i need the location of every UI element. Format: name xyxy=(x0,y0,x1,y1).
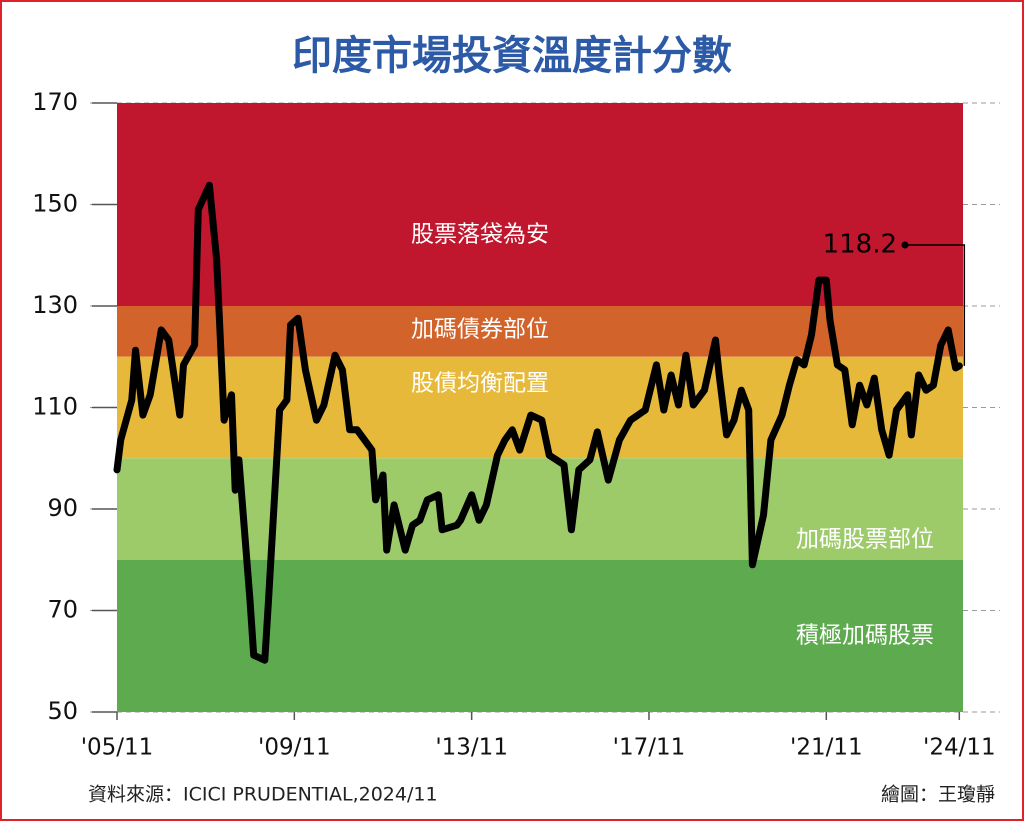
zone xyxy=(117,103,963,306)
zone-label: 股票落袋為安 xyxy=(411,222,549,248)
y-tick-label: 90 xyxy=(47,494,78,522)
y-tick-label: 110 xyxy=(32,393,78,421)
credit: 繪圖：王瓊靜 xyxy=(881,784,995,806)
x-tick-label: '21/11 xyxy=(790,735,863,761)
zone xyxy=(117,559,963,712)
annotation: 118.2 xyxy=(823,230,897,260)
x-tick-label: '24/11 xyxy=(923,735,996,761)
x-tick-label: '09/11 xyxy=(258,735,331,761)
zone xyxy=(117,458,963,560)
callout-line xyxy=(905,244,966,366)
zone-label: 股債均衡配置 xyxy=(411,371,549,397)
y-tick-label: 50 xyxy=(47,697,78,725)
line xyxy=(113,181,963,664)
callout-dot xyxy=(901,241,909,249)
y-tick-label: 130 xyxy=(32,291,78,319)
zone-label: 積極加碼股票 xyxy=(796,623,934,649)
chart-title: 印度市場投資溫度計分數 xyxy=(292,33,732,79)
zone xyxy=(117,356,963,459)
y-tick-label: 170 xyxy=(32,88,78,116)
y-tick-label: 150 xyxy=(32,190,78,218)
y-tick-label: 70 xyxy=(47,596,78,624)
x-tick-label: '17/11 xyxy=(613,735,686,761)
zone-label: 加碼股票部位 xyxy=(796,527,934,553)
zone-label: 加碼債券部位 xyxy=(411,317,549,343)
x-tick-label: '05/11 xyxy=(81,735,154,761)
source: 資料來源：ICICI PRUDENTIAL,2024/11 xyxy=(88,784,438,806)
zone xyxy=(117,306,963,357)
x-tick-label: '13/11 xyxy=(435,735,508,761)
